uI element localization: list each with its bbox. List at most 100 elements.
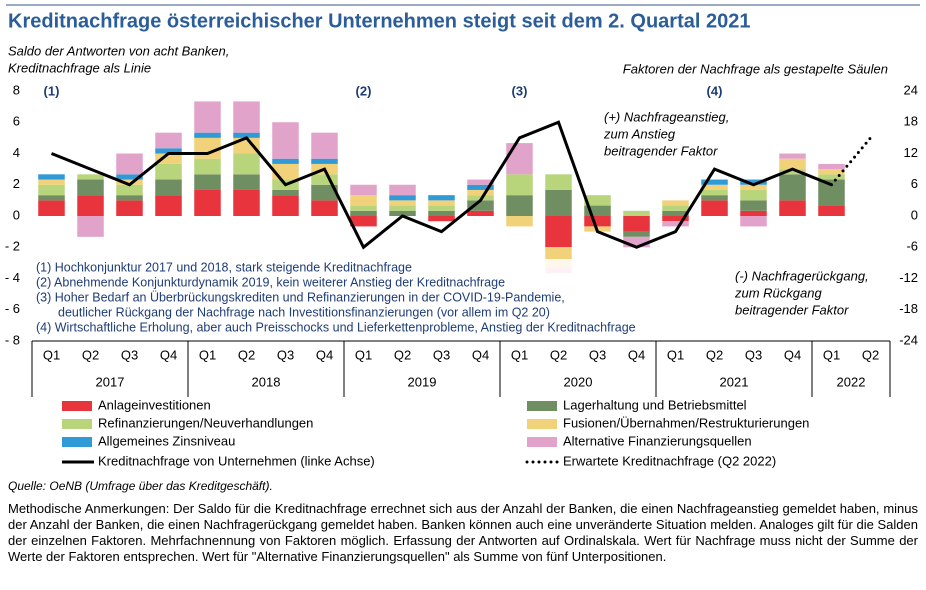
legend-swatch (527, 401, 557, 411)
source: Quelle: OeNB (Umfrage über das Kreditges… (8, 479, 273, 493)
x-group-label: 2021 (720, 374, 749, 389)
note-line: deutlicher Rückgang der Nachfrage nach I… (58, 305, 550, 319)
bar-segment (740, 189, 767, 201)
x-tick-label: Q4 (784, 347, 801, 362)
bar-segment (194, 189, 221, 216)
legend-label: Refinanzierungen/Neuverhandlungen (98, 415, 313, 430)
y-tick-label: - 6 (5, 301, 20, 316)
bar-segment (38, 195, 65, 201)
bar-segment (545, 189, 572, 216)
x-tick-label: Q4 (316, 347, 333, 362)
subtitle-left: Kreditnachfrage als Linie (8, 60, 151, 75)
legend-swatch (527, 437, 557, 447)
bar-segment (272, 158, 299, 164)
line-series (830, 136, 872, 187)
bar-segment (389, 195, 416, 201)
bar-segment (116, 195, 143, 201)
bar-segment (350, 184, 377, 196)
bar-segment (428, 195, 455, 201)
line-series (50, 120, 833, 250)
bar-segment (311, 174, 338, 185)
note-line: (4) Wirtschaftliche Erholung, aber auch … (36, 320, 636, 334)
bar-segment (116, 153, 143, 175)
bar-segment (194, 101, 221, 133)
y-tick-label: 2 (13, 176, 20, 191)
bar-segment (77, 216, 104, 237)
bar-segment (155, 163, 182, 180)
bar-segment (155, 148, 182, 154)
note-line: (2) Abnehmende Konjunkturdynamik 2019, k… (36, 275, 505, 289)
note-line: (1) Hochkonjunktur 2017 und 2018, stark … (36, 260, 412, 274)
bar-segment (662, 205, 689, 211)
x-tick-label: Q3 (121, 347, 138, 362)
bar-segment (740, 179, 767, 185)
bar-segment (623, 236, 650, 248)
x-tick-label: Q1 (43, 347, 60, 362)
legend-swatch (527, 419, 557, 429)
period-marker: (2) (356, 83, 372, 98)
bar-segment (155, 153, 182, 164)
y-tick-label: 8 (13, 82, 20, 97)
x-tick-label: Q2 (706, 347, 723, 362)
x-tick-label: Q2 (238, 347, 255, 362)
bar-segment (740, 200, 767, 211)
y2-tick-label: -24 (899, 332, 918, 347)
y2-tick-label: -18 (899, 301, 918, 316)
bar-segment (233, 132, 260, 138)
y-tick-label: 4 (13, 145, 20, 160)
bar-segment (818, 169, 845, 175)
annotation-up: beitragender Faktor (604, 143, 718, 158)
bar-segment (311, 132, 338, 159)
bar-segment (779, 153, 806, 159)
annotation-up: (+) Nachfrageanstieg, (604, 109, 729, 124)
chart: Kreditnachfrage österreichischer Unterne… (5, 4, 920, 493)
annotation-down: (-) Nachfragerückgang, (735, 268, 869, 283)
y2-tick-label: 24 (904, 82, 918, 97)
bar-segment (155, 195, 182, 216)
x-tick-label: Q1 (511, 347, 528, 362)
bar-segment (194, 174, 221, 190)
bar-segment (116, 179, 143, 185)
bar-segment (779, 169, 806, 175)
y-tick-label: 6 (13, 114, 20, 129)
x-group-label: 2020 (564, 374, 593, 389)
annotation-up: zum Anstieg (603, 126, 676, 141)
bar-segment (662, 221, 689, 227)
bar-segment (77, 195, 104, 216)
bar-segment (428, 205, 455, 211)
bar-segment (38, 174, 65, 180)
bar-segment (701, 184, 728, 190)
annotation-down: zum Rückgang (734, 285, 822, 300)
legend-label: Anlageinvestitionen (98, 397, 211, 412)
bar-segment (233, 153, 260, 175)
y2-tick-label: -12 (899, 270, 918, 285)
bar-segment (155, 179, 182, 196)
bar-segment (389, 184, 416, 196)
y2-tick-label: 18 (904, 114, 918, 129)
x-group-label: 2017 (96, 374, 125, 389)
bar-segment (506, 143, 533, 175)
bar-segment (77, 179, 104, 196)
bar-segment (584, 205, 611, 216)
y2-tick-label: 6 (911, 176, 918, 191)
period-marker: (3) (512, 83, 528, 98)
x-group-label: 2019 (408, 374, 437, 389)
legend-label: Allgemeines Zinsniveau (98, 433, 235, 448)
subtitle-right: Faktoren der Nachfrage als gestapelte Sä… (623, 61, 888, 76)
bar-segment (779, 200, 806, 216)
bar-segment (194, 132, 221, 138)
bar-segment (584, 216, 611, 227)
legend-label: Fusionen/Übernahmen/Restrukturierungen (563, 415, 809, 430)
bar-segment (428, 216, 455, 222)
x-tick-label: Q2 (550, 347, 567, 362)
bar-segment (272, 195, 299, 216)
y2-tick-label: 0 (911, 207, 918, 222)
bar-segment (740, 216, 767, 227)
notes-box (34, 259, 644, 336)
bar-segment (818, 174, 845, 180)
methodology: Methodische Anmerkungen: Der Saldo für d… (8, 501, 918, 564)
bar-segment (116, 200, 143, 216)
bar-segment (584, 195, 611, 206)
legend-label: Erwartete Kreditnachfrage (Q2 2022) (563, 453, 776, 468)
bar-segment (311, 158, 338, 164)
